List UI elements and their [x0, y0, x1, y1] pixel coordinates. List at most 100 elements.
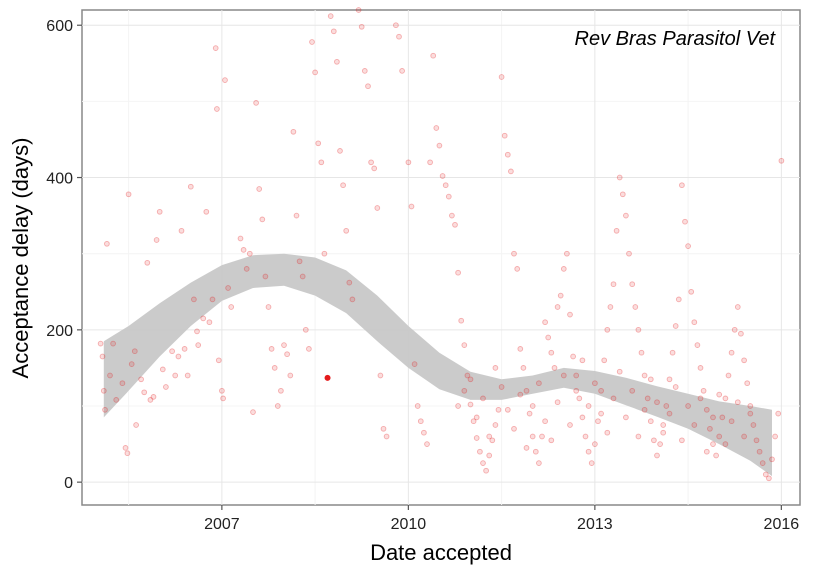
data-point [542, 418, 548, 425]
data-point [728, 418, 735, 425]
data-point [365, 83, 371, 90]
data-point [107, 372, 113, 379]
data-point [141, 389, 148, 396]
data-point [452, 221, 458, 228]
data-point [133, 422, 139, 428]
data-point [100, 387, 107, 394]
data-point [371, 165, 378, 172]
data-point [122, 445, 129, 451]
data-point [663, 403, 670, 409]
data-point [592, 441, 598, 447]
data-point [408, 203, 415, 210]
data-point [734, 399, 741, 406]
data-point [722, 441, 729, 447]
axes: 0 200 400 600 2007 2010 2013 2016 [46, 18, 799, 533]
data-point [172, 372, 179, 379]
data-point [340, 182, 346, 189]
data-point [644, 395, 651, 402]
data-point [228, 304, 235, 310]
data-point [147, 397, 154, 403]
data-point [240, 247, 247, 253]
data-point [439, 173, 446, 179]
data-point [455, 269, 461, 276]
data-point [243, 266, 250, 272]
data-point [629, 281, 636, 288]
data-point [458, 317, 465, 324]
data-point [318, 159, 325, 166]
data-point [268, 346, 275, 352]
data-point [128, 361, 135, 367]
data-point [337, 148, 343, 154]
data-point [436, 142, 443, 149]
data-point [483, 467, 489, 474]
data-point [517, 391, 524, 398]
data-point [299, 273, 306, 280]
data-point [306, 346, 312, 352]
data-point [327, 13, 334, 19]
data-point [237, 235, 244, 242]
data-point [710, 441, 716, 447]
data-point [669, 349, 676, 356]
data-point [697, 365, 704, 371]
data-point [716, 433, 723, 440]
data-point [361, 68, 368, 74]
data-point [334, 58, 340, 65]
data-point [616, 368, 623, 375]
data-point [253, 100, 259, 106]
smooth-band [103, 253, 773, 477]
data-point [99, 353, 106, 360]
data-point [728, 349, 735, 356]
data-point [498, 384, 505, 390]
data-point [477, 448, 483, 455]
data-point [374, 205, 381, 211]
data-point [187, 183, 194, 190]
data-point [682, 218, 688, 225]
data-point [424, 441, 430, 447]
data-point [623, 414, 629, 421]
data-point [654, 399, 660, 406]
data-point [104, 240, 110, 247]
data-point [616, 174, 623, 181]
data-point [688, 288, 695, 295]
data-point [110, 340, 116, 347]
data-point [707, 425, 713, 432]
data-point [517, 346, 524, 352]
data-point [212, 45, 219, 51]
data-point [529, 433, 536, 440]
data-point [222, 77, 228, 83]
data-point [480, 395, 486, 402]
y-tick-label: 400 [46, 171, 73, 188]
data-point [495, 406, 502, 413]
y-tick-label: 200 [46, 323, 73, 340]
data-point [660, 422, 667, 428]
data-point [638, 349, 645, 356]
data-point [610, 281, 617, 288]
data-point [601, 357, 608, 364]
data-point [604, 326, 611, 333]
chart-title: Rev Bras Parasitol Vet [575, 28, 777, 50]
data-point [246, 250, 253, 257]
data-point [163, 384, 169, 390]
data-point [635, 326, 642, 333]
data-point [194, 328, 200, 335]
data-point [206, 319, 213, 326]
data-point [312, 69, 318, 76]
data-point [343, 227, 350, 234]
data-point [131, 348, 138, 355]
data-point [641, 372, 648, 379]
data-point [567, 311, 573, 318]
highlighted-point [324, 374, 331, 381]
data-point [607, 304, 614, 310]
x-tick-label: 2010 [391, 516, 427, 533]
data-point [592, 380, 598, 387]
data-point [741, 357, 747, 364]
data-point [511, 425, 517, 432]
data-point [567, 422, 573, 428]
data-point [442, 182, 449, 189]
data-point [256, 186, 263, 192]
data-point [703, 448, 710, 455]
data-point [672, 384, 679, 390]
x-tick-label: 2013 [577, 516, 613, 533]
data-point [573, 372, 580, 379]
data-point [492, 365, 499, 371]
